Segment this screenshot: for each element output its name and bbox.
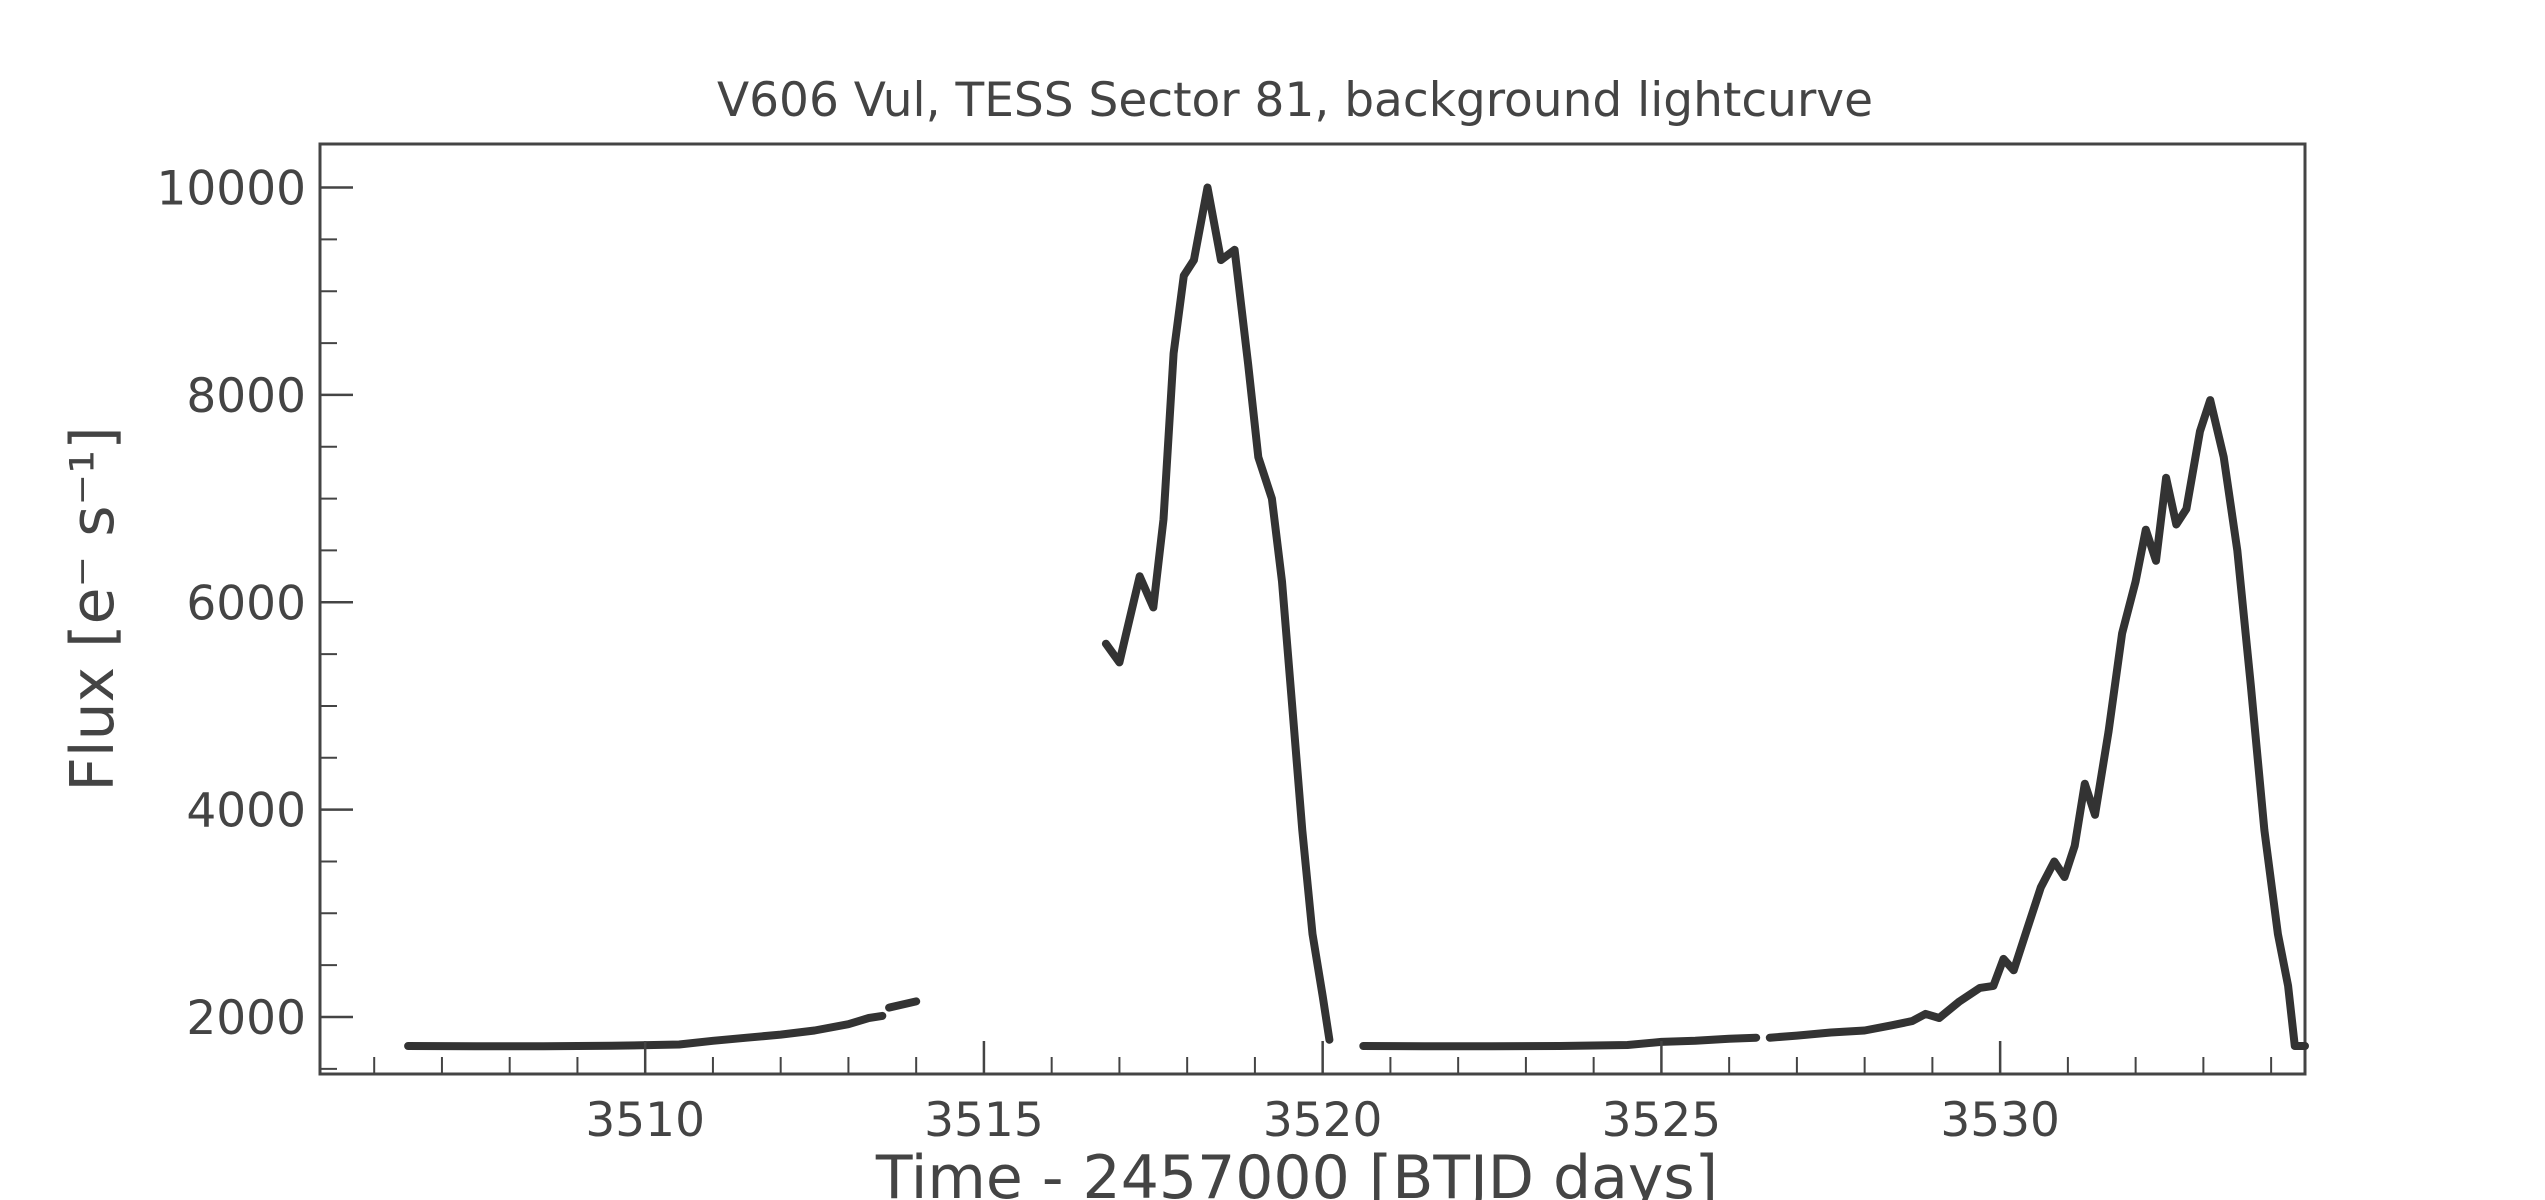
x-tick-label: 3530 <box>1940 1093 2060 1148</box>
lightcurve-segment-5 <box>1765 396 2309 1050</box>
plot-frame <box>318 142 2307 1076</box>
y-tick-label: 10000 <box>156 162 306 217</box>
data-layer <box>404 183 2309 1051</box>
chart-title: V606 Vul, TESS Sector 81, background lig… <box>717 73 1873 128</box>
y-tick-label: 2000 <box>186 991 306 1046</box>
x-axis: 3510 3515 3520 3525 3530 <box>373 1041 2273 1148</box>
lightcurve-segment-4 <box>1359 1033 1761 1051</box>
y-tick-label: 6000 <box>186 576 306 631</box>
lightcurve-segment-2 <box>885 997 921 1012</box>
y-axis: 2000 4000 6000 8000 10000 <box>156 162 353 1070</box>
lightcurve-segment-1 <box>404 1011 887 1051</box>
x-axis-label: Time - 2457000 [BTJD days] <box>875 1143 1718 1200</box>
x-tick-label: 3525 <box>1602 1093 1722 1148</box>
y-axis-label: Flux [e⁻ s⁻¹] <box>58 426 128 791</box>
y-tick-label: 8000 <box>186 369 306 424</box>
x-tick-label: 3515 <box>924 1093 1044 1148</box>
lightcurve-segment-3 <box>1101 183 1334 1044</box>
x-tick-label: 3520 <box>1263 1093 1383 1148</box>
plot-area <box>318 142 2309 1076</box>
y-tick-label: 4000 <box>186 784 306 839</box>
x-tick-label: 3510 <box>585 1093 705 1148</box>
